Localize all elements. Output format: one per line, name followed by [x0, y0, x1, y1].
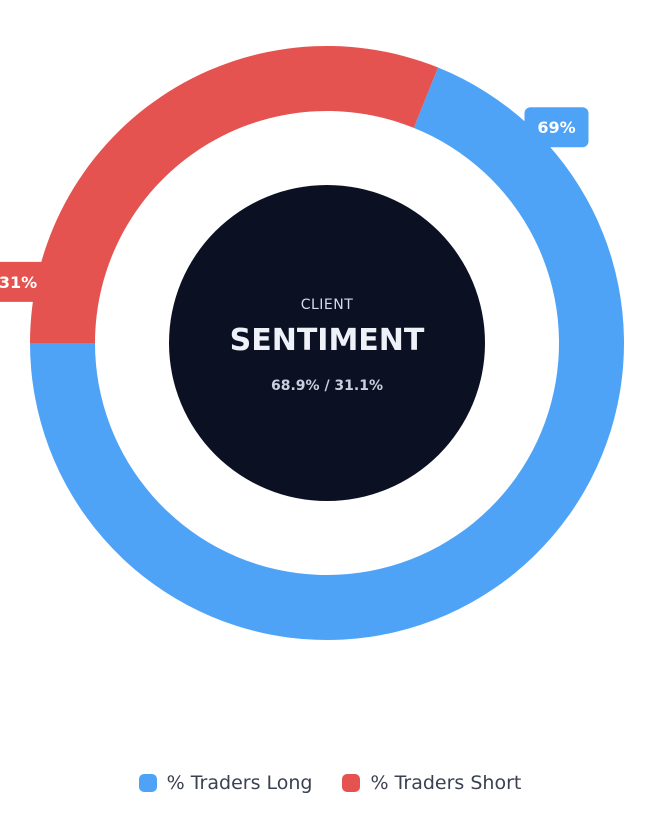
chart-legend: % Traders Long % Traders Short — [0, 772, 660, 794]
slice-badge-short: 31% — [0, 261, 50, 302]
center-label-sentiment: SENTIMENT — [230, 323, 425, 358]
center-label-client: CLIENT — [301, 297, 354, 313]
legend-label-short: % Traders Short — [370, 772, 522, 794]
slice-badge-label-short: 31% — [0, 273, 37, 292]
center-percent-summary: 68.9% / 31.1% — [271, 378, 383, 394]
slice-badge-bg-long — [524, 107, 589, 148]
slice-badge-label-long: 69% — [537, 118, 575, 137]
legend-swatch-long — [138, 774, 157, 792]
legend-label-long: % Traders Long — [166, 772, 313, 794]
legend-item-short[interactable]: % Traders Short — [342, 772, 521, 794]
slice-badge-long: 69% — [524, 107, 589, 148]
donut-slice-short[interactable] — [30, 46, 439, 343]
legend-item-long[interactable]: % Traders Long — [138, 772, 313, 794]
slice-badge-bg-short — [0, 261, 50, 302]
center-disc — [169, 185, 485, 501]
legend-swatch-short — [342, 774, 361, 792]
